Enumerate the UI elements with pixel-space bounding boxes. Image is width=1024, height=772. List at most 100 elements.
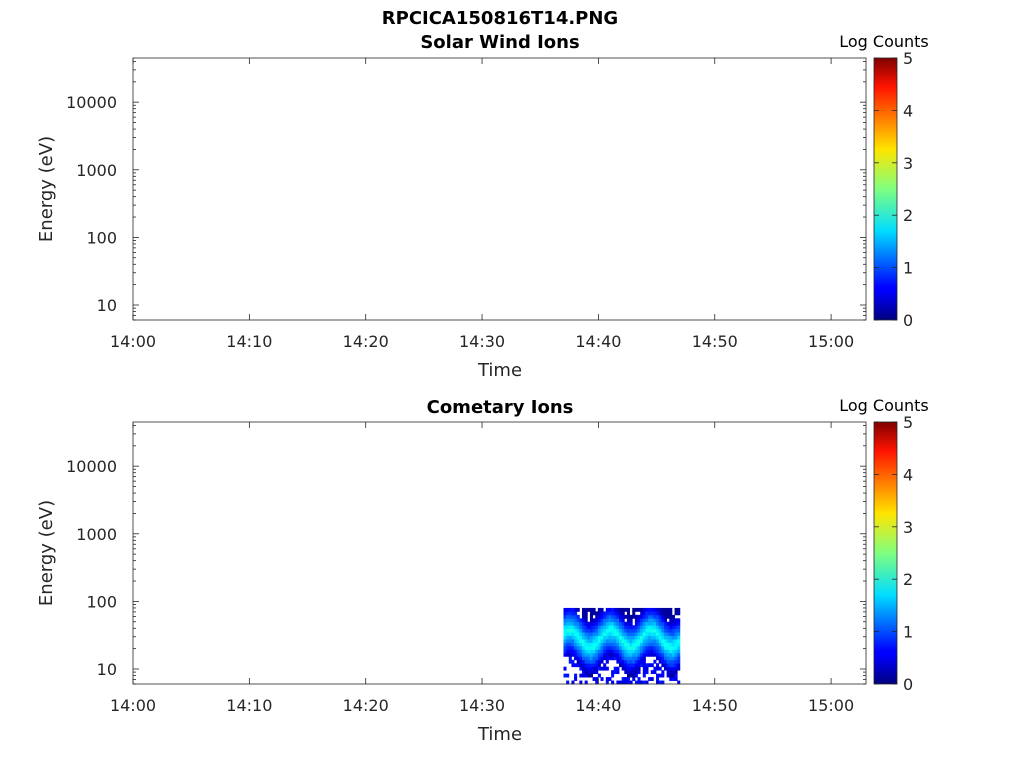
heatmap-cell (671, 614, 675, 619)
heatmap-cell (621, 677, 625, 681)
heatmap-cell (677, 621, 681, 626)
heatmap-cell (597, 607, 601, 612)
heatmap-cell (584, 614, 588, 619)
heatmap-cell (648, 649, 652, 654)
heatmap-cell (634, 635, 638, 640)
x-tick-label: 14:50 (692, 332, 738, 351)
heatmap-cell (603, 639, 607, 643)
heatmap-cell (621, 666, 625, 671)
heatmap-cell (563, 621, 567, 626)
heatmap-cell (613, 607, 617, 612)
heatmap-cell (576, 628, 580, 633)
heatmap-cell (587, 632, 591, 636)
heatmap-cell (650, 625, 654, 630)
heatmap-cell (589, 645, 593, 650)
heatmap-cell (645, 635, 649, 640)
heatmap-cell (600, 621, 604, 626)
heatmap-cell (626, 652, 630, 657)
heatmap-cell (637, 625, 641, 630)
heatmap-cell (629, 666, 633, 671)
heatmap-cell (616, 625, 620, 630)
heatmap-cell (584, 656, 588, 661)
heatmap-cell (592, 628, 596, 633)
heatmap-cell (571, 621, 575, 626)
heatmap-cell (666, 639, 670, 643)
heatmap-cell (661, 670, 665, 675)
heatmap-cell (671, 625, 675, 630)
heatmap-cell (584, 673, 588, 678)
heatmap-cell (677, 642, 681, 647)
heatmap-cell (621, 607, 625, 612)
heatmap-cell (645, 611, 649, 616)
heatmap-cell (571, 632, 575, 636)
heatmap-cell (653, 628, 657, 633)
heatmap-cell (669, 673, 673, 678)
heatmap-cell (576, 635, 580, 640)
heatmap-cell (597, 628, 601, 633)
heatmap-cell (568, 656, 572, 661)
heatmap-cell (671, 618, 675, 623)
heatmap-cell (600, 659, 604, 664)
heatmap-cell (566, 632, 570, 636)
heatmap-cell (616, 659, 620, 664)
heatmap-cell (574, 625, 578, 630)
heatmap-cell (563, 607, 567, 612)
heatmap-cell (674, 670, 678, 675)
heatmap-cell (671, 656, 675, 661)
heatmap-cell (571, 645, 575, 650)
heatmap-cell (592, 670, 596, 675)
heatmap-cell (674, 639, 678, 643)
heatmap-cell (674, 625, 678, 630)
heatmap-cell (653, 625, 657, 630)
heatmap-cell (671, 670, 675, 675)
heatmap-cell (653, 607, 657, 612)
heatmap-cell (563, 618, 567, 623)
heatmap-cell (632, 628, 636, 633)
heatmap-cell (576, 621, 580, 626)
heatmap-cell (666, 642, 670, 647)
heatmap-cell (608, 607, 612, 612)
heatmap-cell (626, 680, 630, 685)
heatmap-cell (613, 639, 617, 643)
heatmap-cell (658, 680, 662, 685)
heatmap-cell (579, 649, 583, 654)
heatmap-cell (603, 625, 607, 630)
x-tick-label: 14:30 (459, 696, 505, 715)
heatmap-cell (671, 666, 675, 671)
heatmap-cell (648, 621, 652, 626)
heatmap-cell (566, 635, 570, 640)
heatmap-cell (566, 673, 570, 678)
heatmap-cell (629, 614, 633, 619)
heatmap-cell (642, 625, 646, 630)
heatmap-cell (579, 628, 583, 633)
heatmap-cell (674, 611, 678, 616)
heatmap-cell (600, 614, 604, 619)
heatmap-cell (653, 652, 657, 657)
heatmap-cell (674, 628, 678, 633)
heatmap-cell (568, 625, 572, 630)
heatmap-cell (566, 649, 570, 654)
heatmap-cell (669, 656, 673, 661)
heatmap-cell (616, 652, 620, 657)
heatmap-cell (566, 639, 570, 643)
heatmap-cell (603, 618, 607, 623)
heatmap-cell (645, 670, 649, 675)
heatmap-cell (658, 666, 662, 671)
heatmap-cell (674, 663, 678, 668)
heatmap-cell (605, 635, 609, 640)
heatmap-cell (650, 639, 654, 643)
heatmap-cell (611, 632, 615, 636)
y-tick-label: 100 (86, 592, 117, 611)
heatmap-cell (611, 611, 615, 616)
heatmap-cell (658, 652, 662, 657)
heatmap-cell (648, 628, 652, 633)
heatmap-cell (648, 677, 652, 681)
heatmap-cell (571, 639, 575, 643)
heatmap-cell (587, 663, 591, 668)
heatmap-cell (608, 614, 612, 619)
heatmap-cell (566, 680, 570, 685)
heatmap-cell (661, 642, 665, 647)
y-tick-label: 10000 (66, 93, 117, 112)
heatmap-cell (624, 635, 628, 640)
heatmap-cell (619, 649, 623, 654)
